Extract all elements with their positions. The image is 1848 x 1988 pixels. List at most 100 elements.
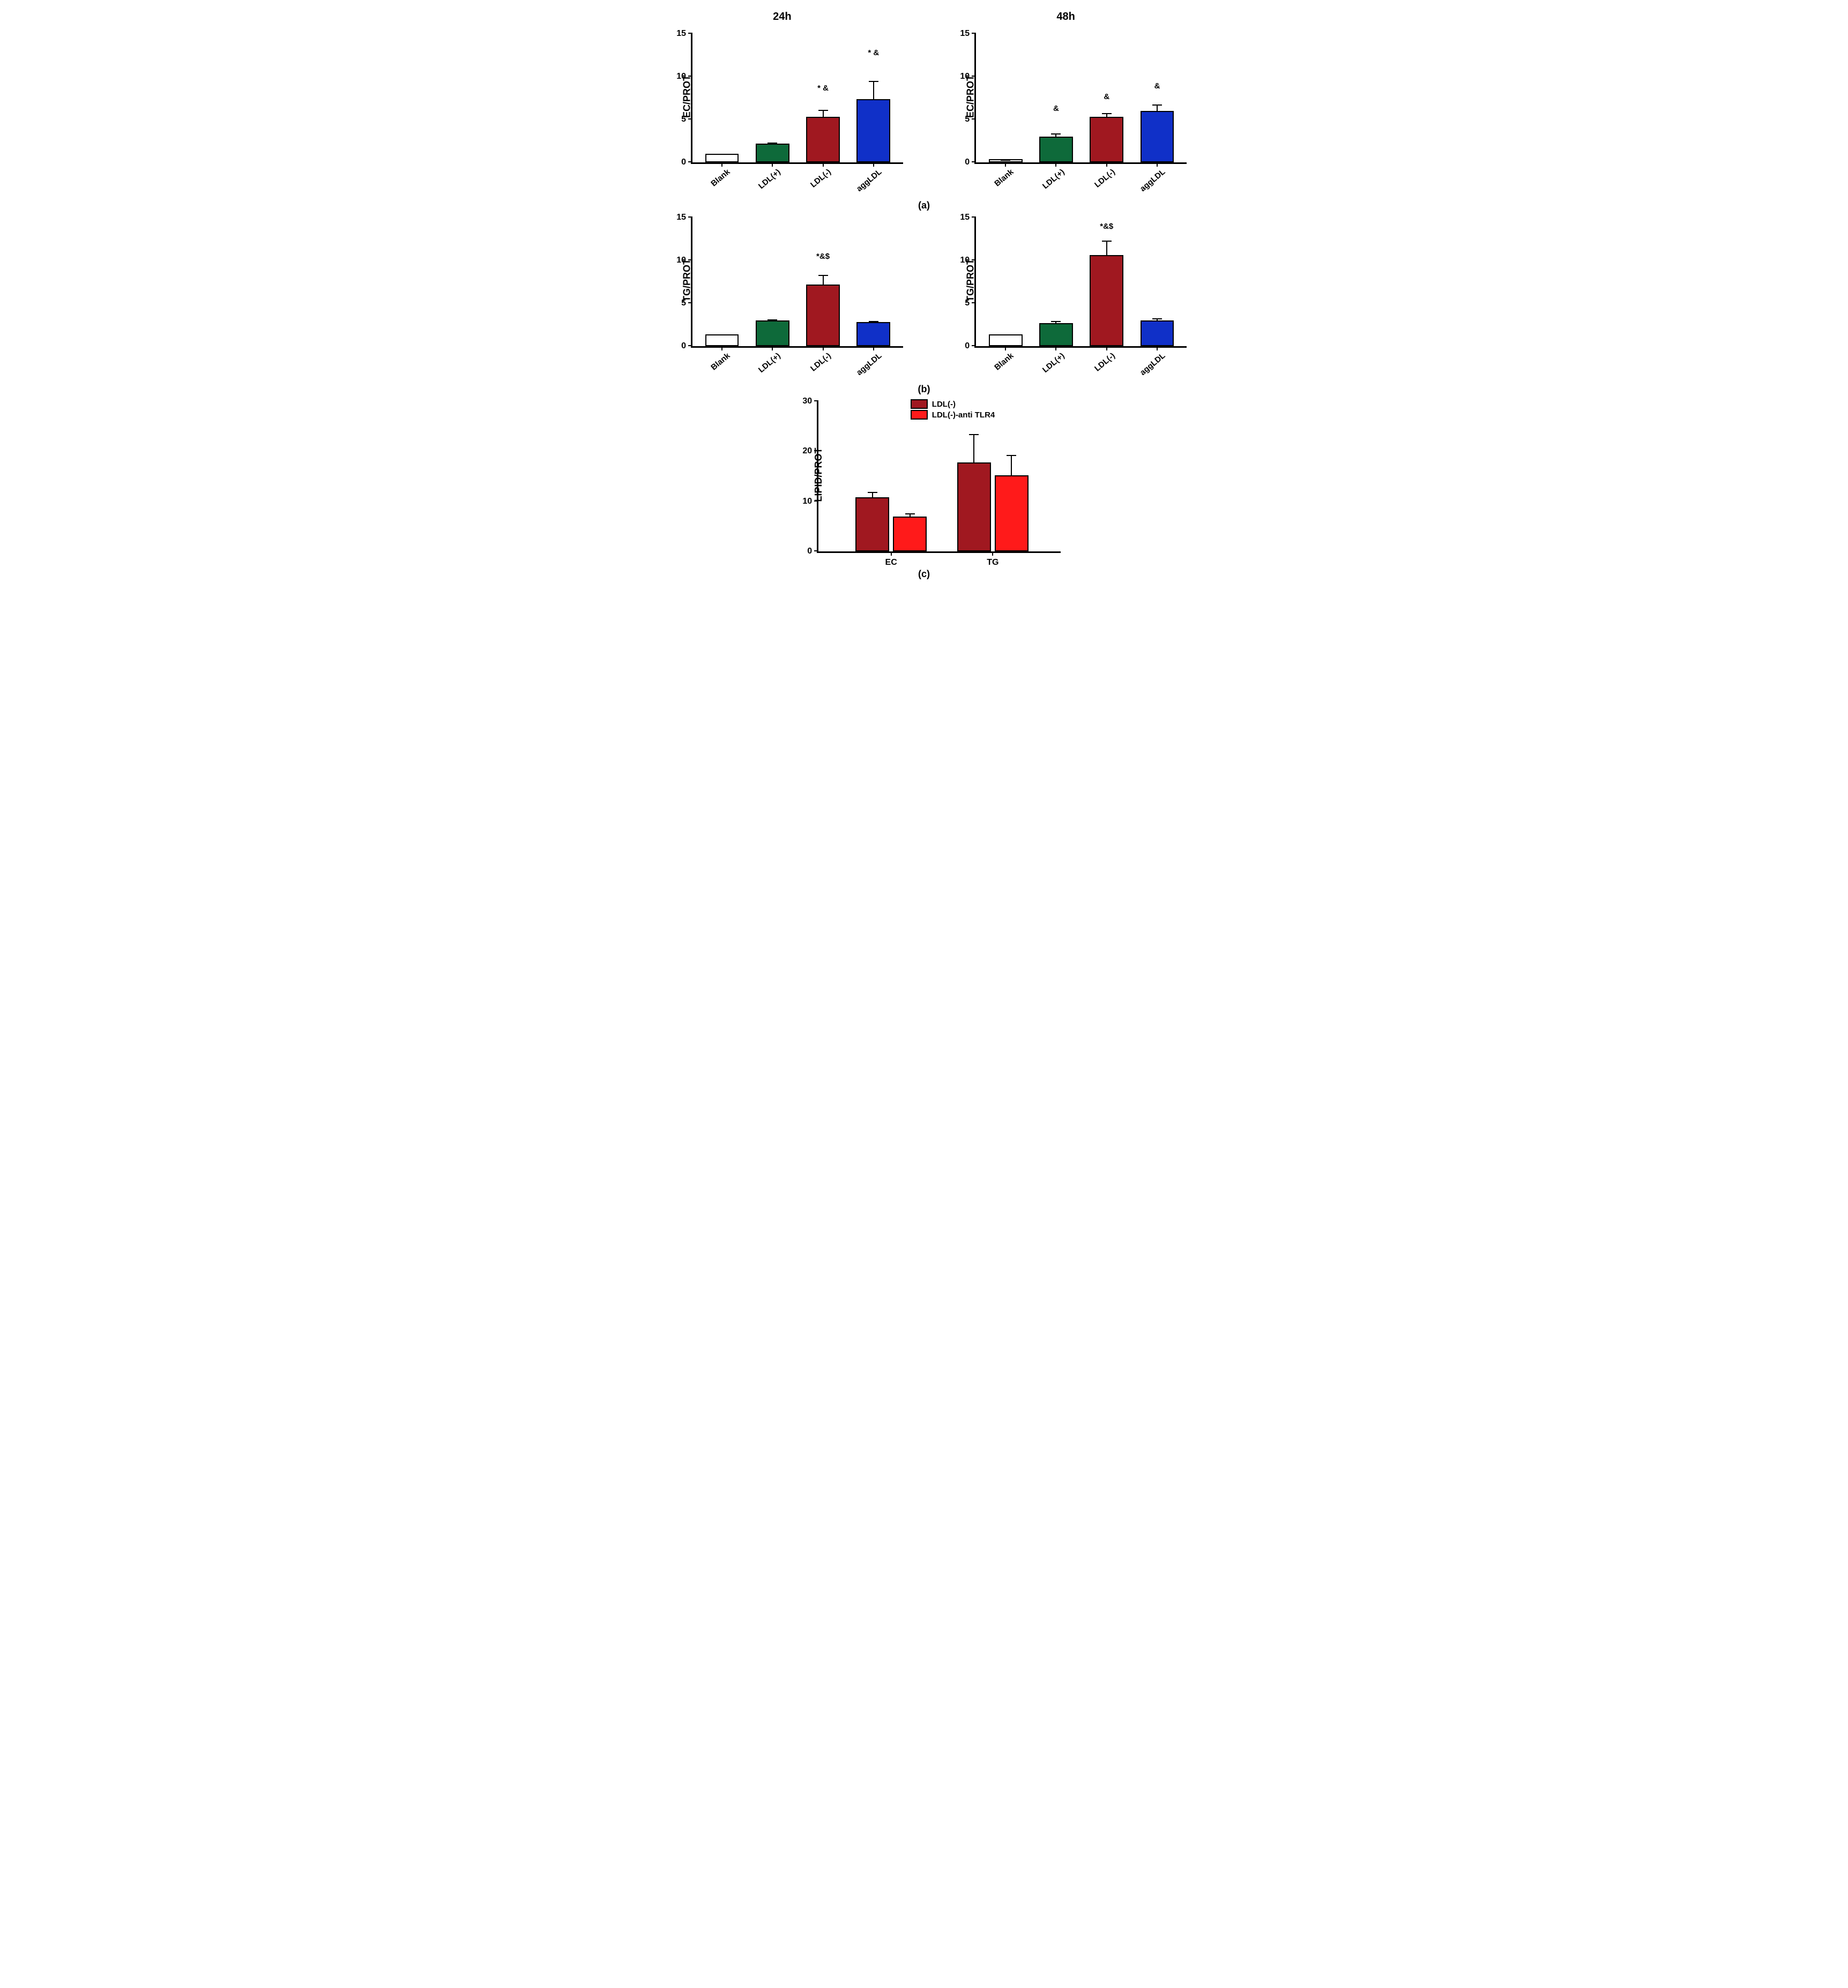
- error-cap: [869, 81, 878, 82]
- xtick-label: EC: [885, 551, 897, 567]
- error-bar: [772, 143, 773, 145]
- bar-tg-0: [957, 462, 991, 551]
- panel-a-24h: EC/PROT 051015BlankLDL(+)* &LDL(-)* &agg…: [661, 28, 903, 164]
- error-bar: [1011, 455, 1012, 476]
- xtick-label: Blank: [989, 346, 1016, 372]
- error-cap: [1051, 321, 1061, 322]
- xtick-label: LDL(-): [1089, 162, 1116, 190]
- xtick-label: aggLDL: [1134, 346, 1167, 377]
- bar-aggldl: [1141, 320, 1174, 346]
- chart-a-24: 051015BlankLDL(+)* &LDL(-)* &aggLDL: [691, 34, 903, 164]
- error-cap: [869, 321, 878, 322]
- ytick-label: 10: [676, 256, 692, 265]
- header-48h: 48h: [945, 11, 1187, 23]
- error-bar: [973, 435, 974, 464]
- legend-swatch: [911, 410, 928, 420]
- bar-blank: [705, 154, 739, 162]
- error-bar: [721, 154, 722, 155]
- panel-b-24h: TG/PROT 051015BlankLDL(+)*&$LDL(-)aggLDL: [661, 212, 903, 348]
- xtick-label: LDL(+): [753, 162, 783, 191]
- xtick-label: Blank: [705, 162, 732, 188]
- ytick-label: 15: [960, 213, 976, 222]
- significance-marker: &: [1154, 81, 1160, 91]
- xtick-label: LDL(-): [805, 346, 833, 373]
- row-a: EC/PROT 051015BlankLDL(+)* &LDL(-)* &agg…: [661, 28, 1187, 164]
- column-headers: 24h 48h: [661, 11, 1187, 23]
- error-cap: [868, 492, 877, 493]
- legend-label: LDL(-)-anti TLR4: [932, 410, 995, 420]
- row-label-b: (b): [918, 384, 930, 395]
- error-cap: [717, 154, 727, 155]
- panel-c: LIPID/PROT 0102030LDL(-)LDL(-)-anti TLR4…: [787, 396, 1061, 553]
- bar-ec-1: [893, 517, 927, 551]
- ytick-label: 15: [960, 29, 976, 39]
- error-bar: [1106, 114, 1107, 118]
- panel-a-48h: EC/PROT 051015Blank&LDL(+)&LDL(-)&aggLDL: [945, 28, 1187, 164]
- xtick-label: aggLDL: [851, 162, 883, 193]
- figure: 24h 48h EC/PROT 051015BlankLDL(+)* &LDL(…: [661, 11, 1187, 553]
- error-bar: [772, 320, 773, 322]
- error-cap: [1152, 318, 1162, 319]
- row-label-c: (c): [918, 569, 930, 580]
- error-bar: [1157, 105, 1158, 112]
- error-bar: [1157, 319, 1158, 322]
- ytick-label: 0: [965, 158, 976, 167]
- ytick-label: 5: [965, 115, 976, 124]
- legend-item: LDL(-)-anti TLR4: [911, 410, 995, 420]
- significance-marker: &: [1104, 92, 1109, 101]
- error-cap: [1152, 104, 1162, 106]
- bar-aggldl: [1141, 111, 1174, 162]
- error-cap: [1007, 455, 1016, 456]
- ytick-label: 0: [681, 158, 692, 167]
- ytick-label: 0: [965, 341, 976, 351]
- error-cap: [1051, 133, 1061, 134]
- significance-marker: *&$: [1100, 222, 1113, 231]
- bar-ldl: [1039, 137, 1073, 162]
- bar-tg-1: [995, 475, 1029, 551]
- ytick-label: 5: [681, 115, 692, 124]
- significance-marker: *&$: [816, 252, 830, 261]
- error-bar: [823, 110, 824, 118]
- legend-item: LDL(-): [911, 399, 995, 409]
- error-bar: [872, 492, 873, 498]
- legend-label: LDL(-): [932, 400, 956, 409]
- row-c: LIPID/PROT 0102030LDL(-)LDL(-)-anti TLR4…: [661, 396, 1187, 553]
- error-bar: [910, 514, 911, 517]
- xtick-label: Blank: [705, 346, 732, 372]
- error-cap: [905, 513, 915, 514]
- bar-aggldl: [856, 99, 890, 162]
- header-24h: 24h: [661, 11, 903, 23]
- ytick-label: 15: [676, 213, 692, 222]
- error-cap: [767, 143, 777, 144]
- error-bar: [873, 322, 874, 323]
- ytick-label: 5: [681, 298, 692, 308]
- chart-c: 0102030LDL(-)LDL(-)-anti TLR4ECTG: [817, 401, 1061, 553]
- ytick-label: 0: [681, 341, 692, 351]
- xtick-label: TG: [987, 551, 998, 567]
- xtick-label: LDL(-): [805, 162, 833, 190]
- ytick-label: 10: [802, 497, 818, 506]
- ytick-label: 5: [965, 298, 976, 308]
- error-cap: [1102, 113, 1112, 114]
- error-bar: [873, 81, 874, 100]
- bar-ldl: [806, 285, 840, 346]
- xtick-label: LDL(+): [1037, 162, 1066, 191]
- error-cap: [717, 334, 727, 335]
- chart-b-48: 051015BlankLDL(+)*&$LDL(-)aggLDL: [974, 218, 1187, 348]
- ytick-label: 20: [802, 446, 818, 456]
- error-cap: [1001, 160, 1010, 161]
- error-bar: [1055, 322, 1056, 324]
- bar-ec-0: [855, 497, 889, 551]
- ytick-label: 10: [960, 72, 976, 81]
- chart-b-24: 051015BlankLDL(+)*&$LDL(-)aggLDL: [691, 218, 903, 348]
- significance-marker: * &: [817, 84, 829, 93]
- chart-a-48: 051015Blank&LDL(+)&LDL(-)&aggLDL: [974, 34, 1187, 164]
- error-cap: [818, 110, 828, 111]
- bar-ldl: [1090, 117, 1123, 162]
- error-cap: [767, 319, 777, 320]
- bar-ldl: [756, 144, 789, 162]
- bar-blank: [705, 334, 739, 346]
- significance-marker: &: [1053, 104, 1059, 113]
- significance-marker: * &: [868, 48, 879, 57]
- bar-ldl: [806, 117, 840, 162]
